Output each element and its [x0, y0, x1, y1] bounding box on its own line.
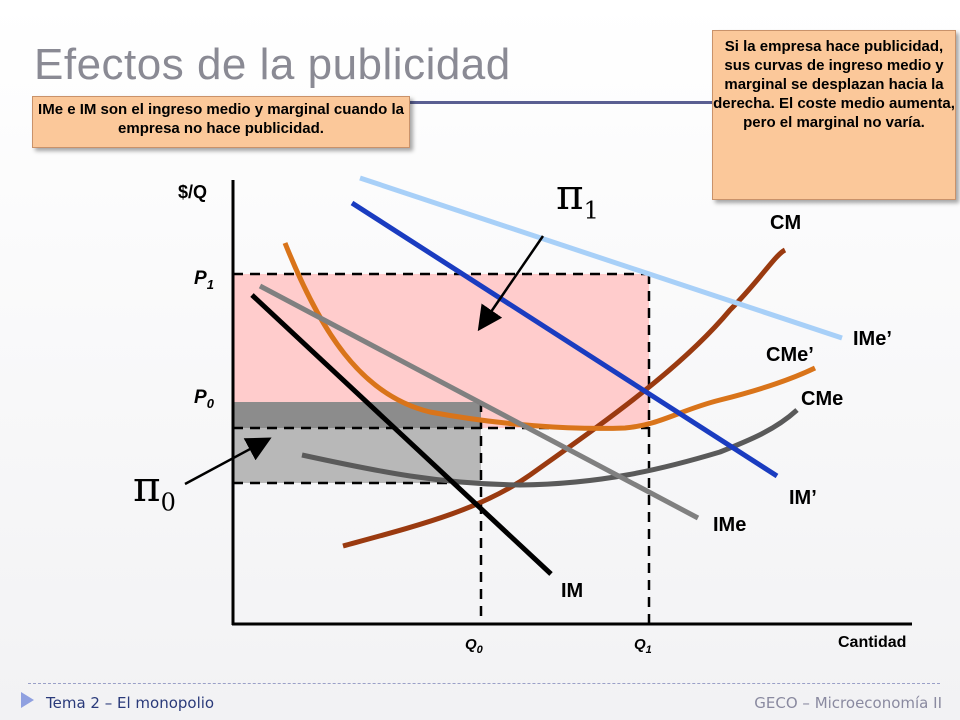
footer-course-topic: Tema 2 – El monopolio	[46, 694, 215, 712]
cm-label: CM	[770, 212, 802, 234]
cme-curve	[301, 408, 799, 488]
cme-prime-curve	[282, 242, 817, 431]
q1-label: Q1	[634, 636, 652, 656]
y-axis-label: $/Q	[178, 182, 208, 202]
note-no-advertising: IMe e IM son el ingreso medio y marginal…	[32, 96, 410, 148]
footer-divider	[28, 683, 940, 684]
im-prime-curve	[350, 200, 779, 479]
p0-label: P0	[194, 387, 214, 411]
cm-curve	[342, 247, 787, 549]
im-label: IM	[561, 580, 584, 602]
cme-prime-label: CMe’	[766, 344, 814, 366]
slide-title: Efectos de la publicidad	[34, 40, 511, 89]
im-prime-label: IM’	[789, 487, 817, 509]
profit-area-without-advertising	[233, 428, 481, 483]
q0-label: Q0	[465, 636, 483, 656]
ime-label: IMe	[713, 514, 747, 536]
footer-course-name: GECO – Microeconomía II	[754, 694, 942, 712]
chevron-right-icon	[21, 692, 34, 708]
ime-prime-curve	[359, 175, 843, 341]
pi0-symbol: π0	[133, 462, 176, 517]
im-curve	[250, 293, 553, 576]
pi1-arrow	[477, 235, 545, 332]
pi1-symbol: π1	[556, 170, 599, 225]
note-with-advertising: Si la empresa hace publicidad, sus curva…	[712, 30, 956, 200]
ime-prime-label: IMe’	[853, 328, 892, 350]
title-divider	[400, 101, 715, 104]
pi0-arrow	[184, 437, 272, 486]
x-axis-label: Cantidad	[838, 634, 907, 651]
cme-label: CMe	[801, 388, 844, 410]
p1-label: P1	[194, 268, 214, 292]
ime-curve	[258, 283, 700, 521]
